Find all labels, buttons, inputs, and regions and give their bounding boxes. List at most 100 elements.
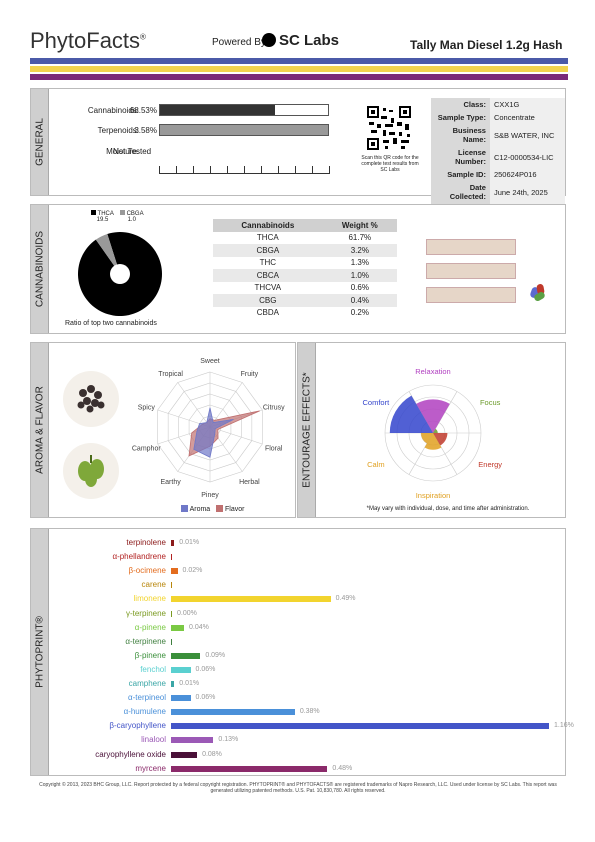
terpene-bar — [171, 610, 172, 617]
legend-flavor-swatch — [216, 505, 224, 512]
cannabinoids-bar — [159, 104, 329, 116]
table-cell: 1.3% — [350, 258, 369, 268]
hops-icon — [63, 443, 119, 499]
terpene-value: 0.09% — [205, 651, 226, 659]
scale-tick — [193, 166, 194, 174]
aroma-flavor-panel: AROMA & FLAVOR Sweet Fruity Citrusy Floral H… — [30, 342, 296, 518]
radar-axis-label: Spicy — [138, 404, 156, 411]
cannabinoid-pie-chart — [78, 232, 162, 316]
table-row: CBGA 3.2% — [213, 244, 397, 257]
entourage-note: *May vary with individual, dose, and tim… — [366, 506, 530, 512]
terpenoids-value: 3.58% — [134, 126, 157, 135]
terpene-value: 0.08% — [202, 750, 222, 758]
entourage-label: Inspiration — [416, 491, 451, 500]
table-header-weight: Weight % — [322, 219, 397, 232]
table-row: THCA 61.7% — [213, 232, 397, 245]
lab-logo-icon — [262, 33, 276, 47]
table-row: CBG 0.4% — [213, 294, 397, 307]
scale-tick — [329, 166, 330, 174]
info-key: Sample Type: — [431, 111, 490, 124]
radar-axis-label: Tropical — [158, 371, 183, 378]
table-header-cannabinoids: Cannabinoids — [213, 219, 323, 232]
terpene-label: linalool — [141, 735, 166, 745]
terpene-label: fenchol — [140, 664, 166, 674]
peppercorn-icon — [63, 371, 119, 427]
scale-tick — [159, 166, 160, 174]
product-images — [426, 235, 516, 310]
terpene-label: α-terpinene — [125, 636, 166, 646]
table-cell: CBDA — [256, 308, 279, 318]
terpene-value: 0.13% — [218, 736, 239, 744]
entourage-label: Comfort — [363, 398, 391, 407]
scale-tick — [278, 166, 279, 174]
radar-axis-label: Earthy — [161, 479, 182, 486]
table-row: CBDA 0.2% — [213, 307, 397, 320]
scale-tick — [261, 166, 262, 174]
entourage-label: Energy — [478, 460, 502, 469]
terpene-value: 0.01% — [179, 539, 200, 546]
scale-tick — [244, 166, 245, 174]
info-row: Business Name: S&B WATER, INC — [431, 124, 565, 146]
info-value: 250624P016 — [489, 168, 565, 181]
entourage-spoke — [408, 432, 434, 475]
terpene-label: β-pinene — [134, 650, 166, 660]
entourage-label: Calm — [367, 460, 385, 469]
legend-aroma-swatch — [181, 505, 188, 512]
terpene-label: limonene — [133, 594, 166, 604]
scale-tick — [312, 166, 313, 174]
general-sidebar: GENERAL — [31, 89, 49, 195]
qr-caption: Scan this QR code for the complete test … — [361, 155, 419, 173]
info-key: License Number: — [431, 146, 490, 168]
radar-axis-label: Fruity — [241, 371, 259, 378]
radar-spoke — [177, 382, 211, 428]
entourage-chart: Relaxation Focus Energy Inspiration Calm Comf… — [363, 367, 503, 500]
terpene-label: β-ocimene — [128, 566, 166, 576]
info-value: C12-0000534-LIC — [489, 146, 565, 168]
general-panel: GENERAL Cannabinoids: 68.53% Terpenoids:… — [30, 88, 566, 216]
table-cell: 3.2% — [322, 244, 397, 257]
info-row: License Number: C12-0000534-LIC — [431, 146, 565, 168]
powered-by-label: Powered By — [212, 37, 266, 48]
radar-spoke — [209, 426, 263, 445]
terpene-bar — [171, 568, 178, 575]
terpene-value: 0.01% — [179, 680, 200, 687]
brand-title: PhytoFacts® — [30, 28, 146, 53]
color-band-blue — [30, 58, 568, 64]
cannabinoids-panel: CANNABINOIDS THCA 19.5 CBGA 1.0 Ratio of t… — [30, 204, 566, 334]
radar-axis-label: Piney — [201, 492, 219, 499]
moisture-label: Moisture: — [106, 147, 139, 156]
terpene-value: 0.06% — [195, 694, 216, 702]
table-row: THC 1.3% — [213, 257, 397, 270]
entourage-sidebar: ENTOURAGE EFFECTS* — [298, 343, 316, 517]
pie-caption: Ratio of top two cannabinoids — [65, 320, 157, 327]
entourage-label: Relaxation — [415, 367, 450, 376]
terpene-bar — [171, 709, 295, 716]
aroma-legend: Aroma Flavor — [181, 505, 244, 513]
lab-logo: SC Labs — [262, 32, 339, 49]
terpene-bar — [171, 582, 172, 589]
terpene-label: carene — [141, 580, 166, 590]
table-cell: 0.2% — [350, 308, 369, 318]
radar-axis-label: Camphor — [132, 446, 161, 453]
qr-code-icon[interactable] — [367, 106, 411, 150]
aroma-sidebar: AROMA & FLAVOR — [31, 343, 49, 517]
terpene-bar — [171, 596, 331, 603]
info-row: Class: CXX1G — [431, 98, 565, 111]
pie-legend-item: THCA 19.5 — [91, 210, 114, 223]
terpene-label: γ-terpinene — [125, 608, 166, 618]
entourage-wedge — [433, 433, 448, 446]
terpene-bar — [171, 624, 185, 631]
terpene-label: caryophyllene oxide — [95, 749, 166, 759]
table-cell: 61.7% — [348, 233, 372, 243]
info-row: Sample ID: 250624P016 — [431, 168, 565, 181]
entourage-spoke — [432, 432, 458, 475]
cannabinoids-sidebar: CANNABINOIDS — [31, 205, 49, 333]
legend-aroma-label: Aroma — [189, 506, 211, 513]
entourage-label: Focus — [480, 398, 501, 407]
info-row: Sample Type: Concentrate — [431, 111, 565, 124]
info-key: Class: — [431, 98, 490, 111]
table-cell: THCVA — [254, 283, 282, 293]
table-cell: 0.6% — [350, 283, 369, 293]
terpene-value: 0.48% — [332, 764, 353, 772]
terpene-value: 0.06% — [195, 665, 216, 673]
